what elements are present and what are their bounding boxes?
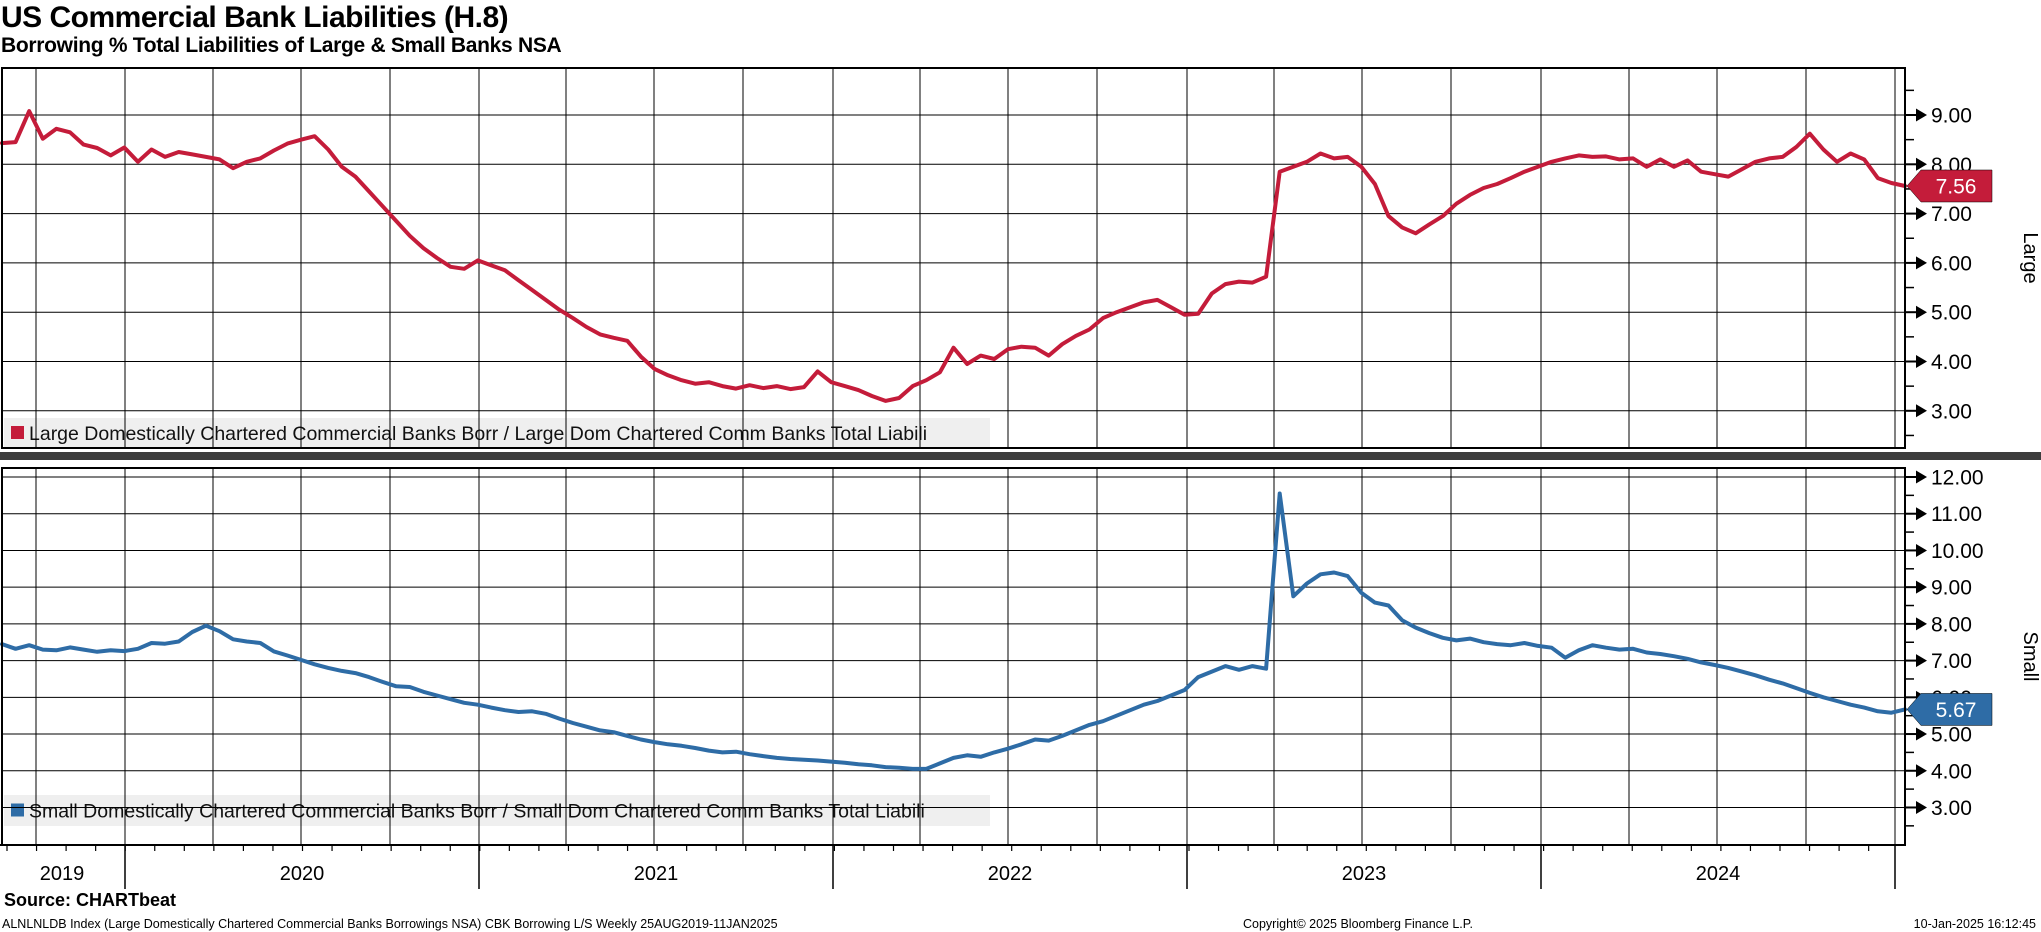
page-subtitle: Borrowing % Total Liabilities of Large &… xyxy=(1,34,562,57)
axis-tick-arrow-icon xyxy=(1916,507,1927,521)
large-banks-borrowing-pct-ytick-label: 9.00 xyxy=(1931,105,1972,128)
large-banks-borrowing-pct-panel: Large Domestically Chartered Commercial … xyxy=(0,67,2041,449)
large-banks-borrowing-pct-ytick-label: 4.00 xyxy=(1931,351,1972,374)
panel-divider xyxy=(0,452,2041,460)
small-banks-borrowing-pct-ytick-label: 10.00 xyxy=(1931,540,1984,563)
axis-tick-arrow-icon xyxy=(1916,800,1927,814)
small-banks-borrowing-pct-panel: Small Domestically Chartered Commercial … xyxy=(0,467,2041,846)
x-axis-year-label: 2019 xyxy=(40,863,85,885)
small-banks-borrowing-pct-ytick-label: 8.00 xyxy=(1931,613,1972,636)
axis-tick-arrow-icon xyxy=(1916,764,1927,778)
large-banks-borrowing-pct-last-value-badge[interactable]: 7.56 xyxy=(1906,169,1993,203)
axis-tick-arrow-icon xyxy=(1916,617,1927,631)
large-banks-borrowing-pct-line xyxy=(0,109,1907,403)
axis-tick-arrow-icon xyxy=(1916,207,1927,221)
axis-tick-arrow-icon xyxy=(1916,157,1927,171)
small-banks-borrowing-pct-ytick-label: 12.00 xyxy=(1931,467,1984,490)
small-banks-borrowing-pct-legend-swatch xyxy=(11,803,24,817)
large-banks-borrowing-pct-ytick-label: 6.00 xyxy=(1931,252,1972,275)
large-banks-borrowing-pct-ytick-label: 7.00 xyxy=(1931,203,1972,226)
axis-tick-arrow-icon xyxy=(1916,305,1927,319)
large-banks-borrowing-pct-last-value-text: 7.56 xyxy=(1936,175,1977,198)
page-title: US Commercial Bank Liabilities (H.8) xyxy=(1,1,509,34)
small-banks-borrowing-pct-ytick-label: 4.00 xyxy=(1931,760,1972,783)
ticker-description: ALNLNLDB Index (Large Domestically Chart… xyxy=(2,917,778,931)
axis-tick-arrow-icon xyxy=(1916,727,1927,741)
small-banks-borrowing-pct-ytick-label: 3.00 xyxy=(1931,797,1972,820)
small-banks-borrowing-pct-last-value-badge[interactable]: 5.67 xyxy=(1906,693,1993,726)
large-banks-borrowing-pct-panel-label: Large xyxy=(2019,232,2041,283)
small-banks-borrowing-pct-ytick-label: 11.00 xyxy=(1931,503,1982,526)
large-banks-borrowing-pct-ytick-label: 3.00 xyxy=(1931,400,1972,423)
small-banks-borrowing-pct-ytick-label: 9.00 xyxy=(1931,577,1972,600)
large-banks-borrowing-pct-legend-label: Large Domestically Chartered Commercial … xyxy=(29,423,927,445)
axis-tick-arrow-icon xyxy=(1916,580,1927,594)
axis-tick-arrow-icon xyxy=(1916,355,1927,368)
axis-tick-arrow-icon xyxy=(1916,404,1927,418)
large-banks-borrowing-pct-legend-swatch xyxy=(11,426,24,439)
copyright-notice: Copyright© 2025 Bloomberg Finance L.P. xyxy=(1243,917,1473,931)
axis-tick-arrow-icon xyxy=(1916,543,1927,557)
large-banks-borrowing-pct-legend[interactable]: Large Domestically Chartered Commercial … xyxy=(4,418,990,448)
axis-tick-arrow-icon xyxy=(1916,108,1927,122)
axis-tick-arrow-icon xyxy=(1916,654,1927,668)
x-axis: 2019 2020 2021 2022 2023 2024 xyxy=(0,844,1905,889)
x-axis-year-label: 2021 xyxy=(634,863,679,885)
timestamp: 10-Jan-2025 16:12:45 xyxy=(1913,917,2036,931)
x-axis-year-label: 2023 xyxy=(1342,863,1387,885)
large-banks-borrowing-pct-ytick-label: 5.00 xyxy=(1931,302,1972,325)
axis-tick-arrow-icon xyxy=(1916,256,1927,270)
x-axis-year-label: 2022 xyxy=(988,863,1033,885)
small-banks-borrowing-pct-legend[interactable]: Small Domestically Chartered Commercial … xyxy=(4,795,990,826)
small-banks-borrowing-pct-panel-label: Small xyxy=(2019,631,2041,681)
x-axis-year-label: 2020 xyxy=(280,863,325,885)
small-banks-borrowing-pct-legend-label: Small Domestically Chartered Commercial … xyxy=(29,801,925,823)
small-banks-borrowing-pct-last-value-text: 5.67 xyxy=(1936,699,1977,722)
small-banks-borrowing-pct-ytick-label: 5.00 xyxy=(1931,724,1972,747)
x-axis-year-label: 2024 xyxy=(1696,863,1741,885)
source-label: Source: CHARTbeat xyxy=(4,890,177,910)
small-banks-borrowing-pct-ytick-label: 7.00 xyxy=(1931,650,1972,673)
axis-tick-arrow-icon xyxy=(1916,470,1927,484)
small-banks-borrowing-pct-line xyxy=(0,491,1907,771)
